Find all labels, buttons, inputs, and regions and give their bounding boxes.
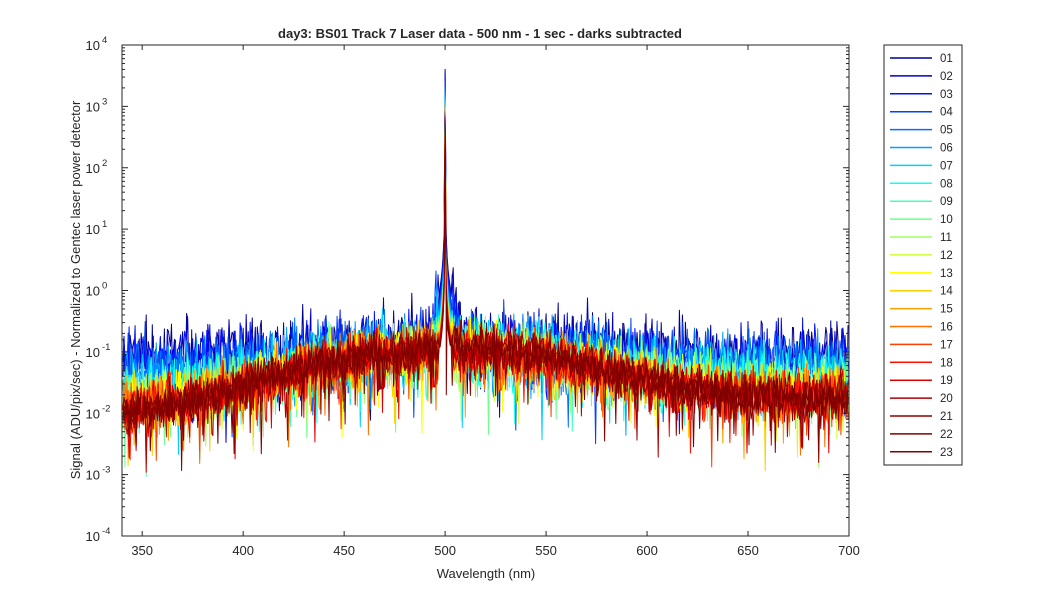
legend-label-22: 22 bbox=[940, 429, 953, 441]
x-tick-label: 500 bbox=[434, 543, 456, 558]
ticks-layer: 350 400 450 500 550 600 650 700 10-4 10-3 10-2 10-1… bbox=[86, 35, 860, 558]
y-tick-label: 10 3 bbox=[86, 96, 108, 114]
legend-label-17: 17 bbox=[940, 339, 953, 351]
legend-items: 01 02 03 04 05 06 07 08 09 10 11 12 13 14 15 16 17 18 19 20… bbox=[890, 53, 953, 459]
y-tick-label: 10 1 bbox=[86, 219, 108, 237]
y-tick-label: 10 2 bbox=[86, 158, 108, 176]
y-tick-label: 10 4 bbox=[86, 35, 108, 53]
legend-label-13: 13 bbox=[940, 268, 953, 280]
series-line-23 bbox=[122, 129, 849, 454]
legend-label-01: 01 bbox=[940, 53, 953, 65]
axes-frame bbox=[121, 44, 850, 537]
legend-label-18: 18 bbox=[940, 357, 953, 369]
legend-label-12: 12 bbox=[940, 250, 953, 262]
y-tick-label: 10 -1 bbox=[86, 342, 111, 360]
legend-label-06: 06 bbox=[940, 143, 953, 155]
legend-label-23: 23 bbox=[940, 447, 953, 459]
legend: 01 02 03 04 05 06 07 08 09 10 11 12 13 14 15 16 17 18 19 20… bbox=[883, 44, 963, 466]
legend-label-07: 07 bbox=[940, 160, 953, 172]
legend-label-15: 15 bbox=[940, 304, 953, 316]
legend-label-11: 11 bbox=[940, 232, 952, 244]
y-tick-label: 10 0 bbox=[86, 281, 108, 299]
legend-label-19: 19 bbox=[940, 375, 953, 387]
legend-label-09: 09 bbox=[940, 196, 953, 208]
legend-label-10: 10 bbox=[940, 214, 953, 226]
axes-background bbox=[122, 45, 849, 536]
legend-label-08: 08 bbox=[940, 178, 953, 190]
x-tick-label: 650 bbox=[737, 543, 759, 558]
chart-title: day3: BS01 Track 7 Laser data - 500 nm -… bbox=[278, 26, 682, 41]
y-tick-label: 10 -2 bbox=[86, 403, 111, 421]
legend-label-03: 03 bbox=[940, 89, 953, 101]
series-layer bbox=[122, 68, 849, 477]
y-tick-label: 10 -4 bbox=[86, 526, 111, 544]
x-tick-label: 700 bbox=[838, 543, 860, 558]
legend-label-16: 16 bbox=[940, 322, 953, 334]
x-tick-label: 450 bbox=[333, 543, 355, 558]
legend-label-21: 21 bbox=[940, 411, 953, 423]
x-tick-label: 600 bbox=[636, 543, 658, 558]
x-axis-label: Wavelength (nm) bbox=[437, 566, 536, 581]
legend-label-04: 04 bbox=[940, 107, 953, 119]
y-tick-label: 10 -3 bbox=[86, 465, 111, 483]
x-tick-label: 400 bbox=[232, 543, 254, 558]
legend-label-14: 14 bbox=[940, 286, 953, 298]
x-tick-label: 550 bbox=[535, 543, 557, 558]
legend-label-20: 20 bbox=[940, 393, 953, 405]
legend-label-05: 05 bbox=[940, 125, 953, 137]
x-tick-label: 350 bbox=[131, 543, 153, 558]
y-axis-label: Signal (ADU/pix/sec) - Normalized to Gen… bbox=[68, 100, 83, 479]
legend-label-02: 02 bbox=[940, 71, 953, 83]
